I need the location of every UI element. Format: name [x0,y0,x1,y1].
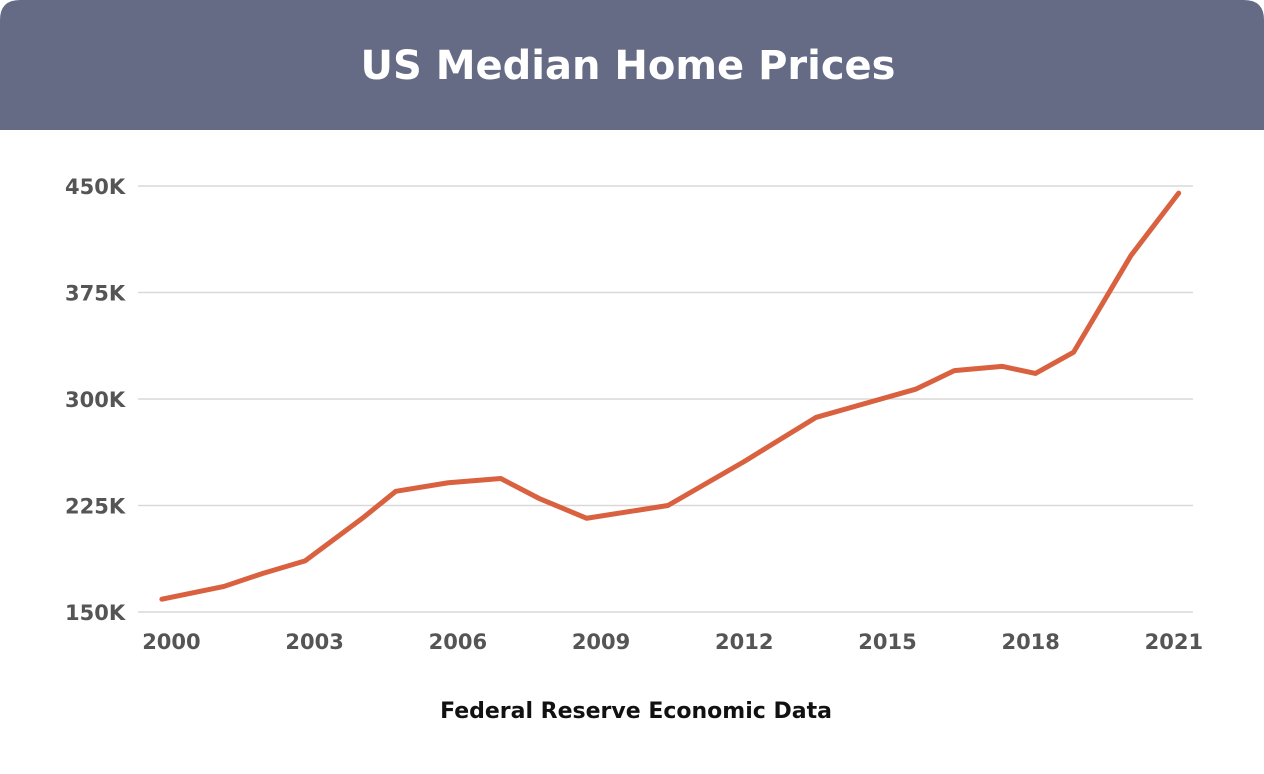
x-tick-label: 2006 [429,630,487,654]
y-tick-label: 450K [65,175,126,199]
x-tick-label: 2009 [572,630,630,654]
y-tick-label: 375K [65,282,126,306]
y-tick-label: 150K [65,601,126,625]
x-tick-label: 2021 [1145,630,1203,654]
x-tick-label: 2012 [715,630,773,654]
caption: Federal Reserve Economic Data [440,699,832,724]
header-bar [0,0,1264,130]
y-tick-label: 300K [65,388,126,412]
chart-title: US Median Home Prices [361,43,896,89]
x-tick-label: 2018 [1001,630,1059,654]
line [159,190,1182,602]
y-tick-label: 225K [65,495,126,519]
x-tick-label: 2015 [858,630,916,654]
x-tick-label: 2003 [285,630,343,654]
x-tick-label: 2000 [142,630,200,654]
